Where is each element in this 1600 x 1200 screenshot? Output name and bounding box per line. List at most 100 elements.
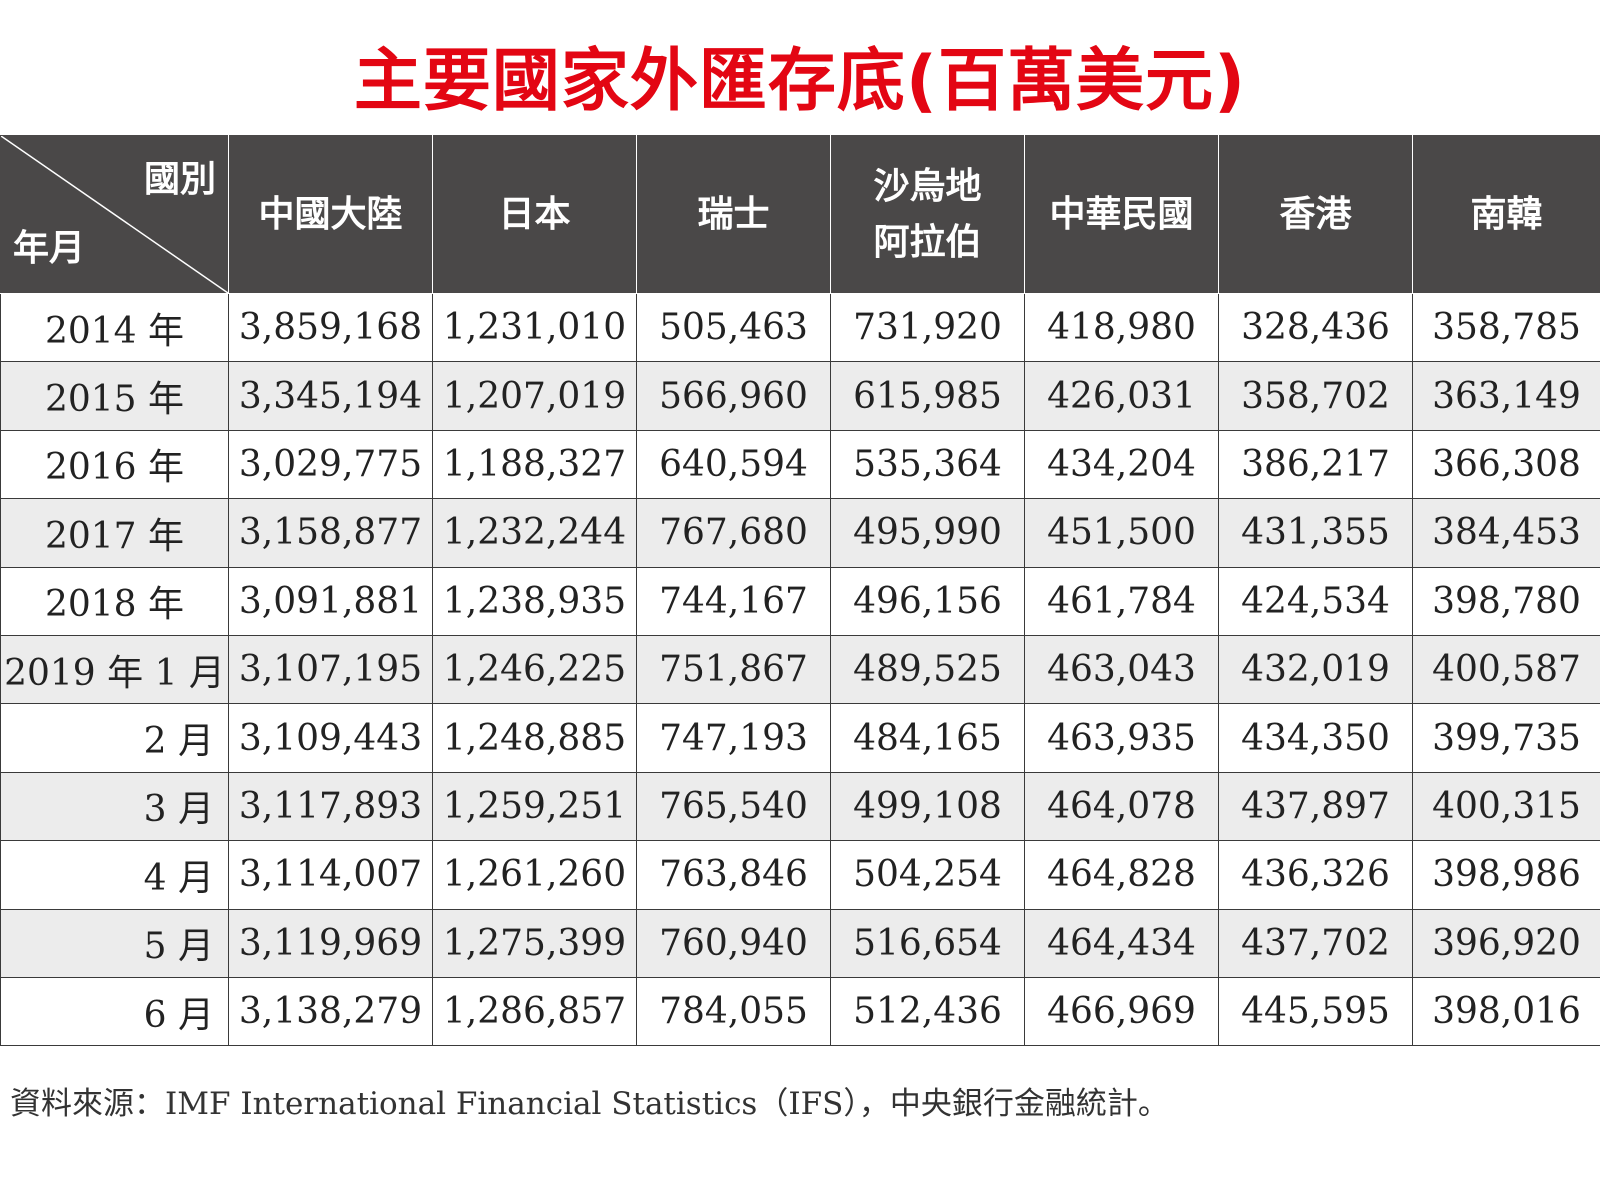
- value-cell: 1,248,885: [432, 703, 637, 773]
- column-header-label-line2: 阿拉伯: [873, 221, 982, 263]
- value-cell: 461,784: [1024, 566, 1219, 636]
- value-cell: 463,935: [1024, 703, 1219, 773]
- value-cell: 1,261,260: [432, 840, 637, 910]
- value-cell: 1,246,225: [432, 634, 637, 705]
- value-cell: 1,286,857: [432, 976, 637, 1047]
- value-cell: 463,043: [1024, 634, 1219, 705]
- value-cell: 505,463: [636, 292, 831, 363]
- source-note: 資料來源：IMF International Financial Statist…: [10, 1086, 1169, 1122]
- value-cell: 3,859,168: [228, 292, 433, 363]
- value-cell: 765,540: [636, 771, 831, 842]
- page-title: 主要國家外匯存底(百萬美元): [353, 42, 1247, 121]
- value-cell: 763,846: [636, 840, 831, 910]
- value-cell: 751,867: [636, 634, 831, 705]
- table-row: 2 月 3,109,443 1,248,885 747,193 484,165 463,9…: [0, 703, 1600, 773]
- value-cell: 398,780: [1412, 566, 1600, 636]
- table-row: 4 月 3,114,007 1,261,260 763,846 504,254 464,8…: [0, 840, 1600, 910]
- column-header: 香港: [1218, 135, 1413, 294]
- value-cell: 1,259,251: [432, 771, 637, 842]
- column-header: 瑞士: [636, 135, 831, 294]
- value-cell: 535,364: [830, 429, 1025, 500]
- value-cell: 424,534: [1218, 566, 1413, 636]
- value-cell: 504,254: [830, 840, 1025, 910]
- corner-row-label: 年月: [13, 228, 86, 269]
- diagonal-divider: [1, 136, 228, 293]
- value-cell: 3,117,893: [228, 771, 433, 842]
- value-cell: 434,204: [1024, 429, 1219, 500]
- value-cell: 3,114,007: [228, 840, 433, 910]
- column-header-label: 中國大陸: [258, 193, 403, 235]
- fx-reserves-table: 國別 年月 中國大陸 日本 瑞士 沙烏地 阿拉伯 中華民國 香港 南韓 2014…: [0, 135, 1600, 1047]
- table-row: 3 月 3,117,893 1,259,251 765,540 499,108 464,0…: [0, 771, 1600, 842]
- value-cell: 418,980: [1024, 292, 1219, 363]
- value-cell: 499,108: [830, 771, 1025, 842]
- value-cell: 3,119,969: [228, 908, 433, 978]
- column-header-label: 沙烏地: [873, 165, 982, 207]
- value-cell: 466,969: [1024, 976, 1219, 1047]
- value-cell: 3,107,195: [228, 634, 433, 705]
- period-cell: 2015 年: [0, 361, 229, 431]
- value-cell: 640,594: [636, 429, 831, 500]
- value-cell: 495,990: [830, 498, 1025, 568]
- value-cell: 3,091,881: [228, 566, 433, 636]
- value-cell: 451,500: [1024, 498, 1219, 568]
- value-cell: 3,109,443: [228, 703, 433, 773]
- table-row: 5 月 3,119,969 1,275,399 760,940 516,654 464,4…: [0, 908, 1600, 978]
- value-cell: 464,078: [1024, 771, 1219, 842]
- value-cell: 744,167: [636, 566, 831, 636]
- column-header: 沙烏地 阿拉伯: [830, 135, 1025, 294]
- period-cell: 2014 年: [0, 292, 229, 363]
- corner-column-label: 國別: [143, 159, 216, 200]
- corner-header-cell: 國別 年月: [0, 135, 229, 294]
- value-cell: 1,207,019: [432, 361, 637, 431]
- value-cell: 328,436: [1218, 292, 1413, 363]
- column-header-label: 日本: [498, 193, 571, 235]
- value-cell: 384,453: [1412, 498, 1600, 568]
- period-cell: 2 月: [0, 703, 229, 773]
- value-cell: 398,986: [1412, 840, 1600, 910]
- table-row: 2019 年 1 月 3,107,195 1,246,225 751,867 489,5…: [0, 634, 1600, 705]
- column-header: 中國大陸: [228, 135, 433, 294]
- value-cell: 398,016: [1412, 976, 1600, 1047]
- value-cell: 464,434: [1024, 908, 1219, 978]
- value-cell: 566,960: [636, 361, 831, 431]
- table-row: 2018 年 3,091,881 1,238,935 744,167 496,156 46…: [0, 566, 1600, 636]
- value-cell: 484,165: [830, 703, 1025, 773]
- value-cell: 396,920: [1412, 908, 1600, 978]
- column-header-label: 南韓: [1470, 193, 1543, 235]
- period-cell: 3 月: [0, 771, 229, 842]
- value-cell: 358,702: [1218, 361, 1413, 431]
- value-cell: 1,275,399: [432, 908, 637, 978]
- value-cell: 516,654: [830, 908, 1025, 978]
- table-row: 6 月 3,138,279 1,286,857 784,055 512,436 466,9…: [0, 976, 1600, 1047]
- value-cell: 1,232,244: [432, 498, 637, 568]
- value-cell: 760,940: [636, 908, 831, 978]
- period-cell: 4 月: [0, 840, 229, 910]
- column-header-label: 瑞士: [697, 193, 770, 235]
- value-cell: 358,785: [1412, 292, 1600, 363]
- value-cell: 432,019: [1218, 634, 1413, 705]
- value-cell: 464,828: [1024, 840, 1219, 910]
- value-cell: 3,029,775: [228, 429, 433, 500]
- value-cell: 1,188,327: [432, 429, 637, 500]
- value-cell: 400,587: [1412, 634, 1600, 705]
- table-row: 2014 年 3,859,168 1,231,010 505,463 731,920 41…: [0, 292, 1600, 363]
- value-cell: 399,735: [1412, 703, 1600, 773]
- value-cell: 731,920: [830, 292, 1025, 363]
- period-cell: 2018 年: [0, 566, 229, 636]
- table-row: 2016 年 3,029,775 1,188,327 640,594 535,364 43…: [0, 429, 1600, 500]
- period-cell: 2016 年: [0, 429, 229, 500]
- value-cell: 784,055: [636, 976, 831, 1047]
- column-header: 日本: [432, 135, 637, 294]
- value-cell: 747,193: [636, 703, 831, 773]
- value-cell: 1,238,935: [432, 566, 637, 636]
- period-cell: 5 月: [0, 908, 229, 978]
- value-cell: 3,345,194: [228, 361, 433, 431]
- value-cell: 386,217: [1218, 429, 1413, 500]
- value-cell: 434,350: [1218, 703, 1413, 773]
- table-row: 2017 年 3,158,877 1,232,244 767,680 495,990 45…: [0, 498, 1600, 568]
- column-header: 南韓: [1412, 135, 1600, 294]
- table-body: 2014 年 3,859,168 1,231,010 505,463 731,920 41…: [0, 292, 1600, 1047]
- value-cell: 615,985: [830, 361, 1025, 431]
- value-cell: 489,525: [830, 634, 1025, 705]
